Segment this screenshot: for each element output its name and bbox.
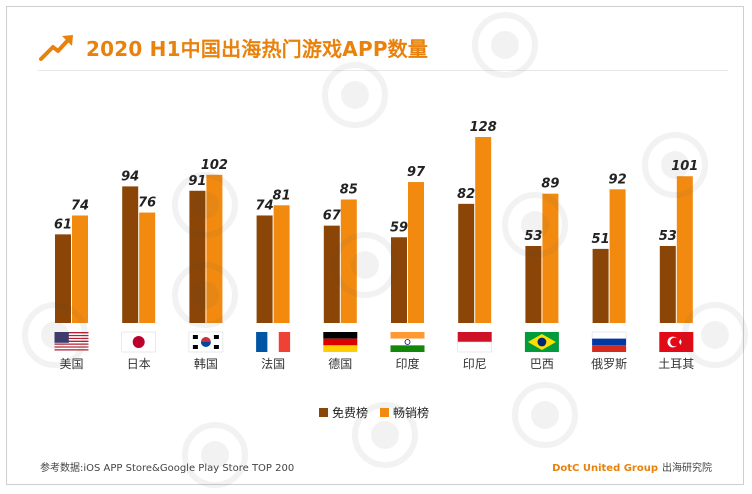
value-label-free-7: 53 [524,229,542,244]
country-label-4: 德国 [328,356,352,371]
value-label-paid-4: 85 [340,182,358,197]
source-note: 参考数据:iOS APP Store&Google Play Store TOP… [40,463,295,474]
legend-label-paid: 畅销榜 [393,406,430,420]
bar-paid-5 [408,182,424,323]
brand-note: DotC United Group 出海研究院 [552,459,712,474]
brazil-flag-icon [524,332,559,352]
bar-paid-6 [475,137,492,323]
country-label-7: 巴西 [530,357,554,371]
bar-free-9 [659,245,676,323]
value-label-paid-0: 74 [71,198,89,213]
bar-free-0 [55,234,71,323]
germany-flag-icon [323,332,358,352]
value-label-paid-2: 102 [201,158,228,173]
korea-flag-icon [188,331,224,353]
title-row: 2020 H1中国出海热门游戏APP数量 [38,30,428,64]
bar-paid-9 [676,176,693,323]
value-label-free-1: 94 [121,169,139,184]
brand-name: DotC United Group [552,463,658,474]
value-label-free-4: 67 [323,209,342,224]
bar-paid-1 [139,212,156,323]
country-label-8: 俄罗斯 [591,357,627,371]
legend-item-free: 免费榜 [319,404,368,421]
value-label-paid-5: 97 [407,165,426,180]
chart-title: 2020 H1中国出海热门游戏APP数量 [86,36,429,61]
india-flag-icon [390,332,425,352]
country-label-3: 法国 [261,357,285,371]
country-label-5: 印度 [395,356,419,371]
value-label-paid-7: 89 [541,177,559,192]
country-label-2: 韩国 [194,356,218,371]
legend-swatch-free [319,408,328,417]
value-label-free-2: 91 [188,174,206,189]
country-label-9: 土耳其 [658,357,694,371]
value-label-paid-8: 92 [609,172,627,187]
country-label-0: 美国 [59,357,83,371]
bar-free-7 [525,245,542,323]
bar-free-1 [122,186,139,323]
bar-paid-3 [273,205,290,323]
title-divider [38,70,728,71]
legend-label-free: 免费榜 [332,406,369,420]
bar-paid-4 [340,199,357,323]
value-label-paid-6: 128 [470,120,497,135]
legend-item-paid: 畅销榜 [380,404,429,421]
value-label-free-6: 82 [457,187,475,202]
turkey-flag-icon [659,332,694,352]
value-label-paid-9: 101 [671,159,698,174]
trend-arrow-icon [39,35,73,61]
bar-free-4 [323,225,340,323]
value-label-free-8: 51 [592,232,610,247]
bar-free-5 [391,237,407,323]
legend-swatch-paid [380,408,390,417]
value-label-free-3: 74 [256,198,274,213]
france-flag-icon [256,332,291,352]
chart-frame [6,6,744,485]
us-flag-icon [54,332,89,352]
bar-free-6 [458,203,475,323]
value-label-free-5: 59 [390,220,408,235]
japan-flag-icon [121,331,156,353]
indonesia-flag-icon [457,332,493,353]
legend: 免费榜 畅销榜 [319,404,441,421]
brand-suffix: 出海研究院 [662,463,712,474]
bar-paid-8 [609,189,626,323]
country-label-1: 日本 [127,357,151,371]
bar-paid-2 [206,174,223,323]
bar-free-2 [189,190,206,323]
value-label-paid-1: 76 [138,196,156,211]
bar-paid-0 [72,215,88,323]
russia-flag-icon [591,331,627,352]
value-label-free-9: 53 [659,229,677,244]
bar-free-8 [592,248,609,323]
country-label-6: 印尼 [463,357,487,371]
value-label-free-0: 61 [54,217,72,232]
bar-paid-7 [542,193,559,323]
value-label-paid-3: 81 [273,188,291,203]
bar-free-3 [256,215,273,323]
